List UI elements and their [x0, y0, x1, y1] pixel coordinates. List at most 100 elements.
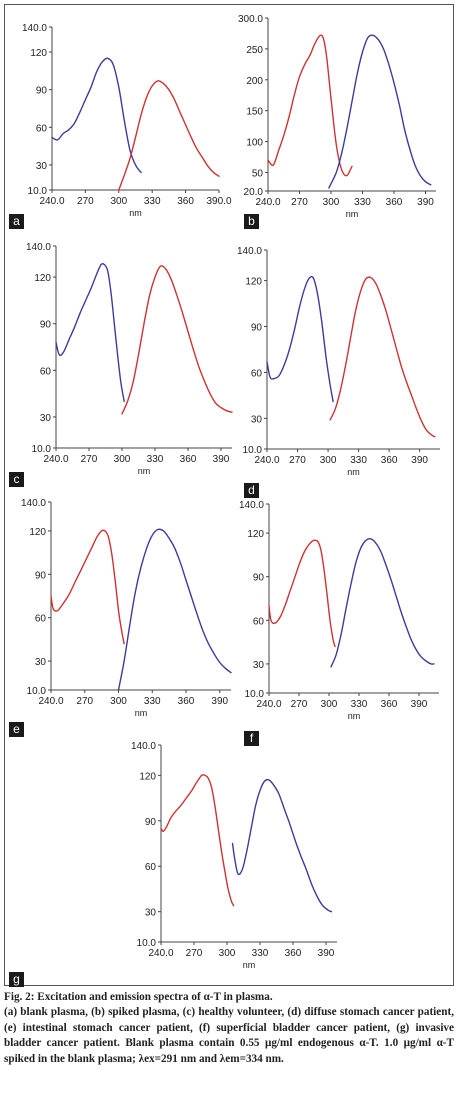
- x-tick-label: 240.0: [148, 948, 173, 959]
- x-tick-label: 330: [354, 197, 371, 208]
- panel-label-b: b: [244, 214, 259, 229]
- y-tick-label: 90: [35, 570, 47, 581]
- x-tick-label: 300: [323, 197, 340, 208]
- y-tick-label: 100: [246, 138, 263, 149]
- chart-panel-e: 10.0 30 60 90 120 140.0 240.0 270 300 330 360 390 nm: [21, 498, 232, 718]
- y-tick-label: 120: [30, 48, 47, 59]
- y-tick-label: 30: [40, 413, 52, 424]
- y-tick-label: 120: [245, 277, 262, 288]
- x-tick-label: 330: [350, 455, 367, 466]
- chart-panel-d: 10.0 30 60 90 120 140.0 240.0 270 300 330 360 390 nm: [237, 246, 440, 477]
- y-tick-label: 140.0: [239, 500, 264, 511]
- x-axis-label: nm: [138, 466, 151, 476]
- y-tick-label: 60: [40, 366, 52, 377]
- x-tick-label: 240.0: [38, 696, 63, 707]
- red-spectrum-line: [50, 529, 125, 645]
- x-tick-label: 390: [318, 948, 335, 959]
- x-tick-label: 240.0: [39, 196, 64, 207]
- x-tick-label: 330: [144, 196, 161, 207]
- blue-spectrum-line: [231, 778, 333, 913]
- y-tick-label: 120: [139, 771, 156, 782]
- x-tick-label: 390: [417, 197, 434, 208]
- x-tick-label: 240.0: [255, 197, 280, 208]
- y-tick-label: 140.0: [131, 741, 156, 752]
- y-tick-label: 90: [40, 320, 52, 331]
- y-tick-label: 120: [29, 527, 46, 538]
- x-tick-label: 360: [381, 455, 398, 466]
- x-tick-label: 390: [411, 699, 428, 710]
- x-axis-label: nm: [243, 960, 256, 970]
- x-tick-label: 330: [252, 948, 269, 959]
- figure-frame: [4, 4, 454, 986]
- x-tick-label: 330: [351, 699, 368, 710]
- x-axis-label: nm: [348, 711, 361, 721]
- y-tick-label: 90: [36, 86, 48, 97]
- y-tick-label: 120: [34, 273, 51, 284]
- panel-label-d: d: [244, 483, 259, 498]
- y-tick-label: 60: [36, 123, 48, 134]
- x-tick-label: 240.0: [254, 455, 279, 466]
- caption-body: (a) blank plasma, (b) spiked plasma, (c)…: [4, 1006, 454, 1065]
- x-tick-label: 390: [211, 696, 228, 707]
- x-tick-label: 240.0: [43, 454, 68, 465]
- red-spectrum-line: [329, 276, 436, 438]
- x-tick-label: 270: [186, 948, 203, 959]
- x-tick-label: 360: [177, 196, 194, 207]
- x-tick-label: 270: [76, 696, 93, 707]
- x-tick-label: 300: [321, 699, 338, 710]
- y-tick-label: 10.0: [28, 186, 48, 197]
- chart-panel-a: 10.0 30 60 90 120 140.0 240.0 270 300 330 360 390.0…: [22, 23, 232, 218]
- y-tick-label: 50: [252, 168, 264, 179]
- panel-label-a: a: [9, 214, 24, 229]
- y-tick-label: 140.0: [21, 498, 46, 509]
- figure-caption: Fig. 2: Excitation and emission spectra …: [4, 990, 454, 1067]
- panel-label-g: g: [9, 972, 24, 987]
- blue-spectrum-line: [117, 528, 232, 691]
- x-tick-label: 270: [77, 196, 94, 207]
- blue-spectrum-line: [51, 57, 142, 174]
- x-tick-label: 270: [289, 455, 306, 466]
- x-tick-label: 360: [381, 699, 398, 710]
- y-tick-label: 10.0: [27, 686, 47, 697]
- y-tick-label: 30: [35, 657, 47, 668]
- panel-label-c: c: [9, 472, 24, 487]
- y-tick-label: 10.0: [137, 938, 157, 949]
- x-axis-label: nm: [135, 708, 148, 718]
- y-tick-label: 60: [251, 368, 263, 379]
- y-tick-label: 30: [36, 161, 48, 172]
- x-tick-label: 390: [213, 454, 230, 465]
- y-tick-label: 10.0: [245, 689, 265, 700]
- y-tick-label: 90: [145, 817, 157, 828]
- y-tick-label: 30: [145, 908, 157, 919]
- chart-panel-g: 10.0 30 60 90 120 140.0 240.0 270 300 330 360 390 nm: [131, 741, 337, 970]
- red-spectrum-line: [160, 774, 235, 907]
- x-tick-label: 330: [147, 454, 164, 465]
- y-tick-label: 140.0: [22, 23, 47, 34]
- x-tick-label: 360: [180, 454, 197, 465]
- x-axis-label: nm: [347, 467, 360, 477]
- x-tick-label: 360: [285, 948, 302, 959]
- y-tick-label: 150: [246, 107, 263, 118]
- x-tick-label: 390: [411, 455, 428, 466]
- y-tick-label: 10.0: [32, 444, 52, 455]
- x-tick-label: 360: [386, 197, 403, 208]
- x-tick-label: 330: [144, 696, 161, 707]
- red-spectrum-line: [121, 265, 233, 415]
- panel-label-f: f: [244, 731, 259, 746]
- x-tick-label: 270: [291, 699, 308, 710]
- y-tick-label: 30: [253, 660, 265, 671]
- x-tick-label: 270: [291, 197, 308, 208]
- x-tick-label: 300: [219, 948, 236, 959]
- y-tick-label: 200: [246, 76, 263, 87]
- y-tick-label: 250: [246, 45, 263, 56]
- blue-spectrum-line: [330, 538, 435, 668]
- x-tick-label: 360: [178, 696, 195, 707]
- y-tick-label: 30: [251, 414, 263, 425]
- red-spectrum-line: [268, 539, 336, 648]
- y-tick-label: 60: [35, 614, 47, 625]
- y-tick-label: 90: [251, 323, 263, 334]
- x-tick-label: 300: [320, 455, 337, 466]
- y-tick-label: 120: [247, 529, 264, 540]
- x-tick-label: 270: [81, 454, 98, 465]
- x-tick-label: 300: [114, 454, 131, 465]
